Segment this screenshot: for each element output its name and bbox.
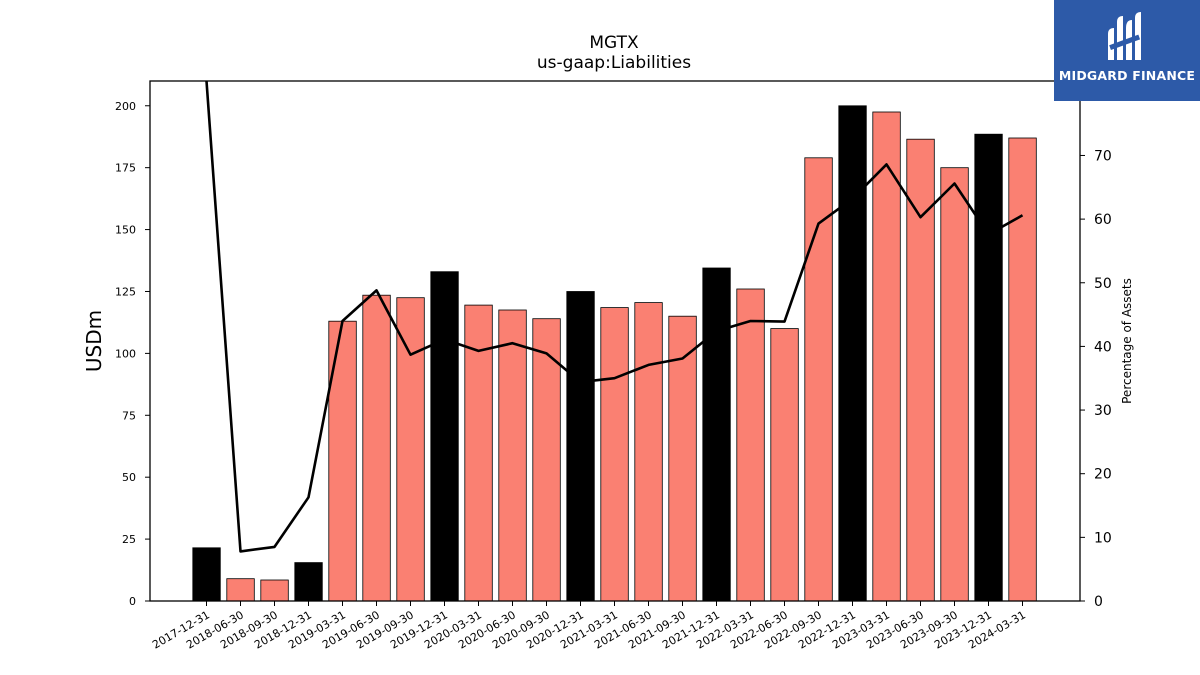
logo-text: MIDGARD FINANCE: [1058, 68, 1196, 83]
y-axis-label: USDm: [82, 310, 106, 372]
y-tick-label: 75: [122, 409, 136, 422]
bar-2022-09-30: [804, 157, 833, 602]
bar-2020-09-30: [532, 318, 561, 602]
line-percentage-of-assets: [205, 80, 1024, 553]
y-tick-label: 150: [115, 224, 136, 237]
logo-mark-icon: [1054, 0, 1200, 101]
y2-axis-label: Percentage of Assets: [1120, 278, 1134, 404]
y2-tick-label: 50: [1094, 276, 1112, 292]
y2-tick-label: 70: [1094, 148, 1112, 164]
bar-2021-06-30: [634, 302, 663, 602]
bar-2019-12-31: [430, 271, 459, 602]
y2-tick-label: 0: [1094, 594, 1103, 610]
y2-tick-label: 60: [1094, 212, 1112, 228]
bar-2023-12-31: [974, 133, 1003, 602]
bar-2024-03-31: [1008, 137, 1037, 602]
bar-2019-09-30: [396, 297, 425, 602]
bar-2018-12-31: [294, 562, 323, 602]
y2-tick-label: 10: [1094, 530, 1112, 546]
brand-logo: MIDGARD FINANCE: [1054, 0, 1200, 101]
chart-subtitle: us-gaap:Liabilities: [537, 53, 691, 73]
bar-2021-12-31: [702, 267, 731, 602]
y-tick-label: 125: [115, 285, 136, 298]
y2-tick-label: 40: [1094, 339, 1112, 355]
bar-2023-03-31: [872, 111, 901, 602]
chart-title: MGTX: [589, 33, 639, 53]
bar-series: [192, 105, 1037, 602]
y-tick-label: 100: [115, 347, 136, 360]
y2-tick-label: 20: [1094, 467, 1112, 483]
bar-2022-12-31: [838, 105, 867, 602]
bar-2019-06-30: [362, 294, 391, 602]
y-tick-label: 200: [115, 100, 136, 113]
bar-2022-06-30: [770, 328, 799, 602]
bar-2019-03-31: [328, 320, 357, 602]
bar-2021-09-30: [668, 315, 697, 602]
bar-2023-09-30: [940, 167, 969, 602]
bar-2020-03-31: [464, 304, 493, 602]
y-tick-label: 25: [122, 533, 136, 546]
line-series: [205, 80, 1024, 553]
bar-2018-09-30: [260, 579, 289, 602]
bar-2020-06-30: [498, 309, 527, 602]
bar-2021-03-31: [600, 307, 629, 602]
bar-2018-06-30: [226, 578, 255, 602]
bar-2017-12-31: [192, 547, 221, 602]
y-tick-label: 50: [122, 471, 136, 484]
y-tick-label: 175: [115, 162, 136, 175]
y2-tick-label: 30: [1094, 403, 1112, 419]
y-tick-label: 0: [129, 595, 136, 608]
bar-2022-03-31: [736, 288, 765, 602]
bar-2020-12-31: [566, 291, 595, 602]
